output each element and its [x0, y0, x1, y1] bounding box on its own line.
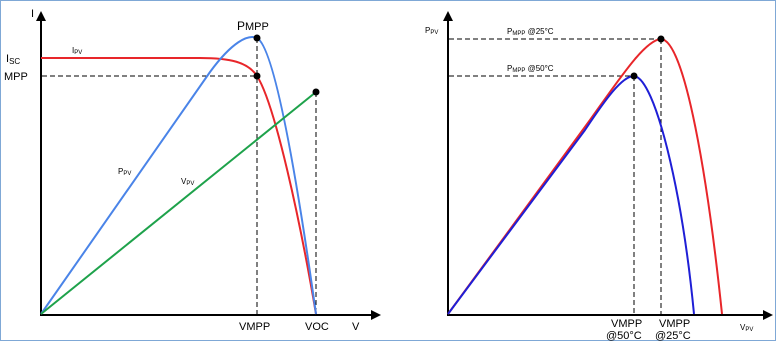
voc-top-point — [312, 88, 320, 96]
power-curve-25c — [447, 37, 723, 315]
left-chart: I V ISC MPP IPV PPV VPV PMPP VMPP VOC — [4, 8, 381, 333]
isc-label: ISC — [6, 53, 20, 66]
pmpp50-point — [630, 72, 638, 80]
right-x-axis-label: VPV — [740, 323, 753, 333]
ppv-label: PPV — [118, 167, 131, 177]
right-y-axis-label: PPV — [425, 26, 438, 36]
pmpp-label: PMPP — [237, 19, 269, 33]
ipv-current-curve — [41, 57, 317, 315]
left-x-axis-label: V — [352, 321, 360, 333]
left-y-axis-label: I — [31, 8, 34, 20]
pmpp25-point — [657, 35, 665, 43]
mpp-point — [253, 72, 261, 80]
ppv-power-curve — [40, 36, 317, 315]
vmpp50-label: VMPP — [611, 318, 642, 330]
pmpp25-label: PMPP @25°C — [507, 27, 554, 37]
vmpp50-temp-label: @50°C — [606, 330, 642, 341]
mpp-axis-label: MPP — [4, 71, 28, 83]
vpv-voltage-line — [40, 91, 317, 315]
vmpp-label: VMPP — [239, 321, 270, 333]
ipv-label: IPV — [72, 46, 82, 56]
voc-label: VOC — [305, 321, 329, 333]
pmpp50-label: PMPP @50°C — [507, 64, 554, 74]
pmpp-point — [253, 34, 261, 42]
vmpp25-label: VMPP — [659, 318, 690, 330]
vpv-label: VPV — [181, 177, 194, 187]
right-chart: PPV VPV PMPP @25°C PMPP @50°C VMPP @50°C… — [425, 11, 773, 341]
power-curve-50c — [447, 74, 695, 315]
vmpp25-temp-label: @25°C — [655, 330, 691, 341]
